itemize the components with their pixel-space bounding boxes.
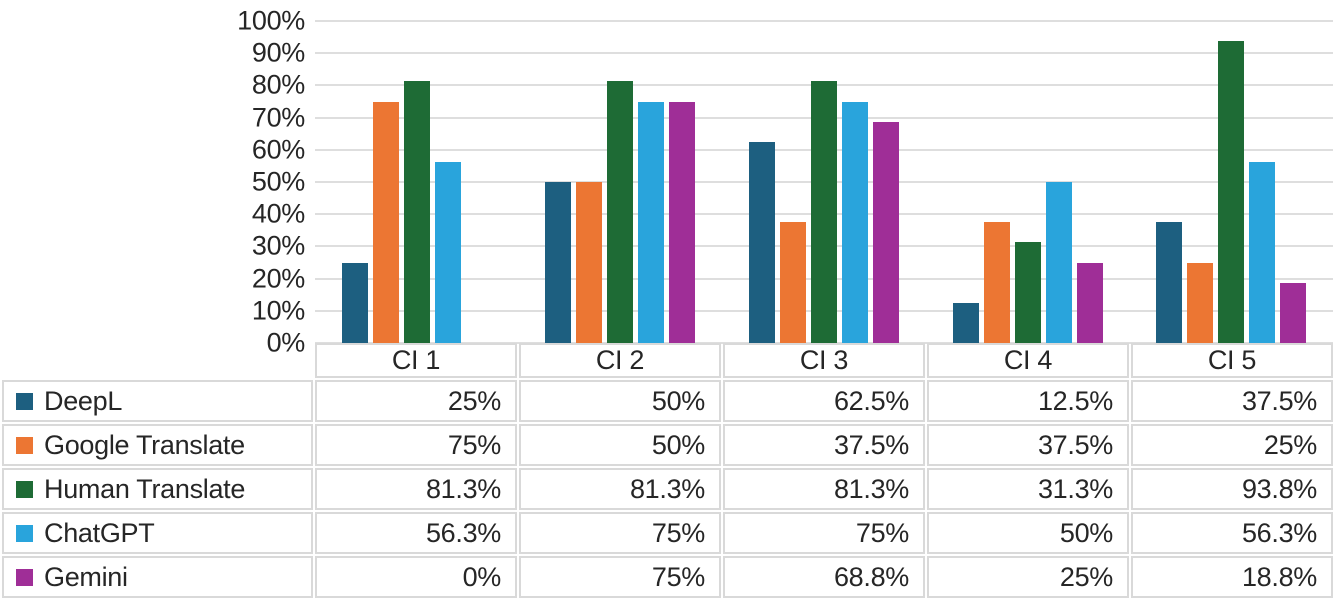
plot-area bbox=[315, 20, 1333, 344]
legend-cell: Human Translate bbox=[2, 468, 313, 510]
bar bbox=[545, 182, 572, 343]
y-tick-label: 60% bbox=[251, 134, 305, 165]
bar bbox=[434, 161, 461, 343]
value-cell: 50% bbox=[519, 380, 721, 422]
bar bbox=[576, 182, 603, 343]
value-cell: 68.8% bbox=[723, 556, 925, 598]
bar bbox=[1014, 242, 1041, 343]
legend-marker-icon bbox=[16, 524, 33, 542]
series-name-label: Human Translate bbox=[44, 473, 246, 504]
y-axis: 100% 90% 80% 70% 60% 50% 40% 30% 20% 10% 0% bbox=[0, 0, 305, 356]
y-tick-label: 10% bbox=[251, 295, 305, 326]
bar-group bbox=[519, 21, 723, 343]
value-cell: 62.5% bbox=[723, 380, 925, 422]
y-tick-label: 90% bbox=[251, 37, 305, 68]
bar bbox=[952, 302, 979, 343]
series-name-label: ChatGPT bbox=[44, 517, 155, 548]
bar bbox=[1218, 41, 1245, 343]
bar bbox=[1045, 182, 1072, 343]
bar-group bbox=[722, 21, 926, 343]
bar bbox=[1187, 262, 1214, 343]
y-tick-label: 40% bbox=[251, 198, 305, 229]
data-table: CI 1 CI 2 CI 3 CI 4 CI 5 DeepL 25% 50% 62.5% 12.5… bbox=[2, 343, 1333, 598]
y-tick-label: 100% bbox=[237, 5, 305, 36]
value-cell: 12.5% bbox=[927, 380, 1129, 422]
bar bbox=[372, 101, 399, 343]
category-header-cell: CI 3 bbox=[723, 343, 925, 378]
legend-cell: Gemini bbox=[2, 556, 313, 598]
legend-marker-icon bbox=[16, 392, 33, 410]
y-tick-label: 80% bbox=[251, 69, 305, 100]
bar bbox=[810, 81, 837, 343]
series-name-label: Google Translate bbox=[44, 429, 245, 460]
value-cell: 81.3% bbox=[519, 468, 721, 510]
category-header-cell: CI 5 bbox=[1131, 343, 1333, 378]
value-cell: 75% bbox=[519, 512, 721, 554]
value-cell: 75% bbox=[519, 556, 721, 598]
bar-group bbox=[926, 21, 1130, 343]
table-corner-cell bbox=[2, 343, 313, 378]
bar-group bbox=[315, 21, 519, 343]
bar bbox=[872, 121, 899, 343]
bar bbox=[779, 222, 806, 343]
gridline bbox=[315, 20, 1333, 22]
value-cell: 75% bbox=[723, 512, 925, 554]
bar bbox=[1280, 282, 1307, 343]
bar bbox=[669, 101, 696, 343]
bar bbox=[607, 81, 634, 343]
series-name-label: DeepL bbox=[44, 385, 123, 416]
value-cell: 18.8% bbox=[1131, 556, 1333, 598]
value-cell: 50% bbox=[927, 512, 1129, 554]
bar bbox=[638, 101, 665, 343]
legend-cell: Google Translate bbox=[2, 424, 313, 466]
y-tick-label: 0% bbox=[266, 327, 306, 358]
legend-marker-icon bbox=[16, 436, 33, 454]
value-cell: 37.5% bbox=[723, 424, 925, 466]
plot-groups bbox=[315, 21, 1333, 343]
y-tick-label: 30% bbox=[251, 230, 305, 261]
value-cell: 56.3% bbox=[1131, 512, 1333, 554]
value-cell: 37.5% bbox=[1131, 380, 1333, 422]
category-header-cell: CI 4 bbox=[927, 343, 1129, 378]
value-cell: 37.5% bbox=[927, 424, 1129, 466]
gridline bbox=[315, 52, 1333, 55]
bar bbox=[983, 222, 1010, 343]
value-cell: 0% bbox=[315, 556, 517, 598]
value-cell: 25% bbox=[927, 556, 1129, 598]
legend-cell: DeepL bbox=[2, 380, 313, 422]
value-cell: 81.3% bbox=[315, 468, 517, 510]
y-tick-label: 50% bbox=[251, 166, 305, 197]
category-header-cell: CI 2 bbox=[519, 343, 721, 378]
value-cell: 75% bbox=[315, 424, 517, 466]
legend-marker-icon bbox=[16, 568, 33, 586]
value-cell: 56.3% bbox=[315, 512, 517, 554]
y-tick-label: 70% bbox=[251, 102, 305, 133]
bar-group bbox=[1129, 21, 1333, 343]
legend-marker-icon bbox=[16, 480, 33, 498]
bar bbox=[341, 262, 368, 343]
legend-cell: ChatGPT bbox=[2, 512, 313, 554]
value-cell: 25% bbox=[1131, 424, 1333, 466]
value-cell: 31.3% bbox=[927, 468, 1129, 510]
bar bbox=[841, 101, 868, 343]
y-tick-label: 20% bbox=[251, 263, 305, 294]
bar bbox=[1076, 262, 1103, 343]
bar bbox=[748, 141, 775, 343]
value-cell: 50% bbox=[519, 424, 721, 466]
value-cell: 93.8% bbox=[1131, 468, 1333, 510]
value-cell: 25% bbox=[315, 380, 517, 422]
value-cell: 81.3% bbox=[723, 468, 925, 510]
bar bbox=[403, 81, 430, 343]
bar bbox=[1249, 161, 1276, 343]
category-header-cell: CI 1 bbox=[315, 343, 517, 378]
series-name-label: Gemini bbox=[44, 561, 128, 592]
bar bbox=[1156, 222, 1183, 343]
